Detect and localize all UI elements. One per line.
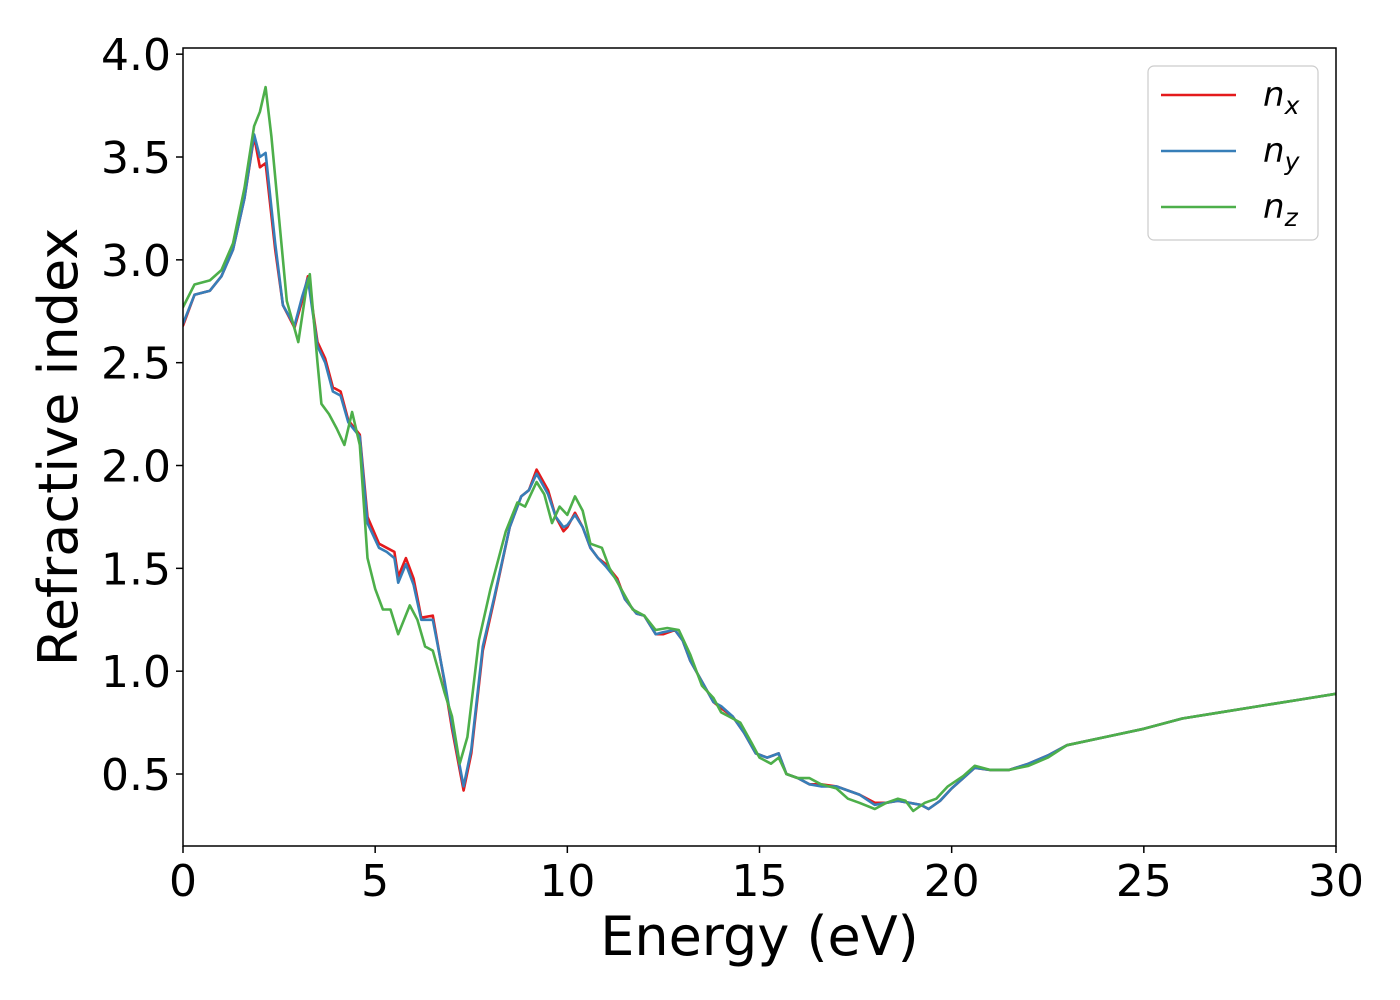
- x-tick-label: 30: [1308, 856, 1364, 907]
- y-tick-label: 4.0: [101, 30, 171, 81]
- legend: nx ny nz: [1147, 65, 1319, 241]
- series-line-n-z: [183, 85, 1336, 813]
- legend-label-n-y: ny: [1263, 131, 1301, 176]
- x-axis-title: Energy (eV): [600, 905, 919, 968]
- legend-label-n-z: nz: [1263, 187, 1299, 232]
- y-tick-label: 0.5: [101, 750, 171, 801]
- y-tick-label: 2.5: [101, 339, 171, 390]
- x-tick-label: 15: [732, 856, 788, 907]
- y-axis-ticks: 0.5 1.0 1.5 2.0 2.5 3.0 3.5 4.0: [101, 30, 183, 801]
- x-tick-label: 0: [169, 856, 197, 907]
- x-tick-label: 20: [924, 856, 980, 907]
- x-tick-label: 25: [1116, 856, 1172, 907]
- y-tick-label: 3.5: [101, 133, 171, 184]
- y-axis-title: Refractive index: [27, 228, 90, 667]
- series-layer: [183, 85, 1336, 813]
- legend-box: [1147, 65, 1319, 241]
- y-tick-label: 1.0: [101, 647, 171, 698]
- y-tick-label: 3.0: [101, 236, 171, 287]
- series-line-n-y: [183, 133, 1336, 811]
- legend-label-n-x: nx: [1263, 75, 1300, 120]
- y-tick-label: 1.5: [101, 544, 171, 595]
- x-axis-ticks: 0 5 10 15 20 25 30: [169, 846, 1364, 907]
- x-tick-label: 10: [539, 856, 595, 907]
- x-tick-label: 5: [361, 856, 389, 907]
- y-tick-label: 2.0: [101, 442, 171, 493]
